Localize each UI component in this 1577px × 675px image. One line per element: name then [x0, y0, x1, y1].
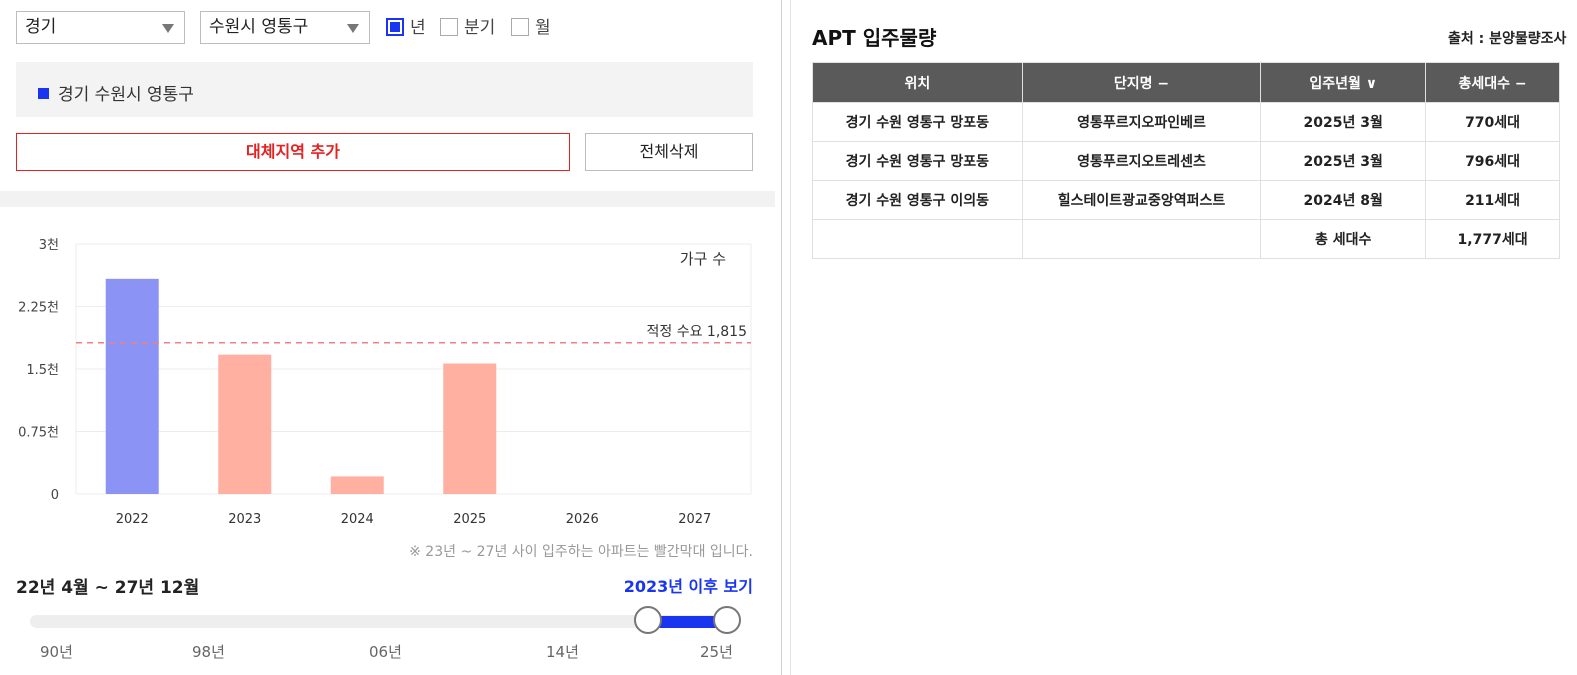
section-divider: [0, 191, 775, 207]
table-row: 경기 수원 영통구 이의동 힐스테이트광교중앙역퍼스트 2024년 8월 211…: [812, 180, 1560, 220]
bar: [218, 354, 272, 494]
x-tick-label: 2027: [678, 512, 711, 527]
x-tick-label: 2023: [228, 512, 261, 527]
year-slider-range: [648, 616, 727, 628]
cell-empty: [1021, 219, 1262, 259]
table-title: APT 입주물량: [812, 26, 937, 50]
slider-tick: 98년: [192, 643, 225, 661]
left-panel: 경기 수원시 영통구 년 분기 월 경기 수원시 영통구 대체지역 추가 전체삭…: [0, 0, 775, 675]
period-quarter-checkbox[interactable]: 분기: [440, 17, 495, 39]
slider-tick: 06년: [369, 643, 402, 661]
slider-tick: 90년: [40, 643, 73, 661]
district-select-value: 수원시 영통구: [209, 17, 309, 37]
period-year-checkbox[interactable]: 년: [386, 17, 426, 39]
x-tick-label: 2024: [341, 512, 374, 527]
dropdown-arrow-icon: [347, 24, 359, 33]
x-tick-label: 2022: [116, 512, 149, 527]
add-alternative-region-button[interactable]: 대체지역 추가: [16, 133, 570, 171]
cell-units: 796세대: [1425, 141, 1560, 181]
period-range: 22년 4월 ~ 27년 12월: [16, 578, 200, 598]
checkbox-icon: [440, 18, 458, 36]
cell-location: 경기 수원 영통구 망포동: [812, 102, 1023, 142]
cell-units: 770세대: [1425, 102, 1560, 142]
view-after-2023-link[interactable]: 2023년 이후 보기: [623, 577, 753, 596]
legend-square-icon: [38, 88, 49, 99]
cell-move-in-date: 2025년 3월: [1260, 102, 1427, 142]
table-row: 경기 수원 영통구 망포동 영통푸르지오트레센츠 2025년 3월 796세대: [812, 141, 1560, 181]
cell-complex: 영통푸르지오트레센츠: [1021, 141, 1262, 181]
move-in-table: 위치 단지명 − 입주년월 ∨ 총세대수 − 경기 수원 영통구 망포동 영통푸…: [812, 62, 1560, 259]
selected-region-panel: 경기 수원시 영통구: [16, 62, 753, 117]
slider-tick: 14년: [546, 643, 579, 661]
year-slider-end-handle[interactable]: [713, 606, 741, 634]
district-select[interactable]: 수원시 영통구: [200, 11, 370, 44]
supply-bar-chart: 0 0.75천 1.5천 2.25천 3천 2022 2023 2024 2025 2026 202…: [18, 238, 752, 527]
table-source: 출처 : 분양물량조사: [1448, 31, 1567, 47]
panel-divider: [781, 0, 782, 675]
year-slider-track[interactable]: [30, 615, 730, 628]
chart-note: ※ 23년 ~ 27년 사이 입주하는 아파트는 빨간막대 입니다.: [409, 544, 753, 560]
period-month-checkbox[interactable]: 월: [511, 17, 551, 39]
region-chip-label: 경기 수원시 영통구: [58, 85, 194, 105]
cell-move-in-date: 2024년 8월: [1260, 180, 1427, 220]
total-value: 1,777세대: [1425, 219, 1560, 259]
checkbox-icon: [511, 18, 529, 36]
y-tick-label: 3천: [39, 238, 59, 253]
y-tick-label: 0.75천: [18, 426, 59, 441]
bar: [105, 278, 159, 494]
province-select-value: 경기: [25, 17, 57, 37]
column-header-move-in-date[interactable]: 입주년월 ∨: [1260, 62, 1427, 103]
table-row: 경기 수원 영통구 망포동 영통푸르지오파인베르 2025년 3월 770세대: [812, 102, 1560, 142]
right-panel: APT 입주물량 출처 : 분양물량조사 위치 단지명 − 입주년월 ∨ 총세대…: [812, 0, 1577, 675]
panel-divider: [790, 0, 791, 675]
region-chip[interactable]: 경기 수원시 영통구: [38, 80, 194, 105]
column-header-units[interactable]: 총세대수 −: [1425, 62, 1560, 103]
cell-units: 211세대: [1425, 180, 1560, 220]
legend-label: 가구 수: [680, 250, 726, 268]
province-select[interactable]: 경기: [16, 11, 185, 44]
checkbox-checked-icon: [386, 18, 404, 36]
column-header-location[interactable]: 위치: [812, 62, 1023, 103]
period-year-label: 년: [410, 18, 426, 38]
period-month-label: 월: [535, 18, 551, 38]
y-tick-label: 1.5천: [26, 363, 59, 378]
dropdown-arrow-icon: [162, 24, 174, 33]
y-tick-label: 0: [51, 488, 59, 503]
x-tick-label: 2026: [566, 512, 599, 527]
bar: [443, 363, 497, 494]
cell-move-in-date: 2025년 3월: [1260, 141, 1427, 181]
total-label: 총 세대수: [1260, 219, 1427, 259]
cell-location: 경기 수원 영통구 이의동: [812, 180, 1023, 220]
year-slider-start-handle[interactable]: [634, 606, 662, 634]
cell-location: 경기 수원 영통구 망포동: [812, 141, 1023, 181]
reference-line-label: 적정 수요 1,815: [647, 324, 748, 340]
y-tick-label: 2.25천: [18, 301, 59, 316]
clear-all-button[interactable]: 전체삭제: [585, 133, 753, 171]
slider-tick: 25년: [700, 643, 733, 661]
table-total-row: 총 세대수 1,777세대: [812, 219, 1560, 259]
column-header-complex[interactable]: 단지명 −: [1021, 62, 1262, 103]
cell-complex: 영통푸르지오파인베르: [1021, 102, 1262, 142]
period-quarter-label: 분기: [464, 18, 496, 38]
cell-complex: 힐스테이트광교중앙역퍼스트: [1021, 180, 1262, 220]
cell-empty: [812, 219, 1023, 259]
bar: [330, 476, 384, 494]
x-tick-label: 2025: [453, 512, 486, 527]
